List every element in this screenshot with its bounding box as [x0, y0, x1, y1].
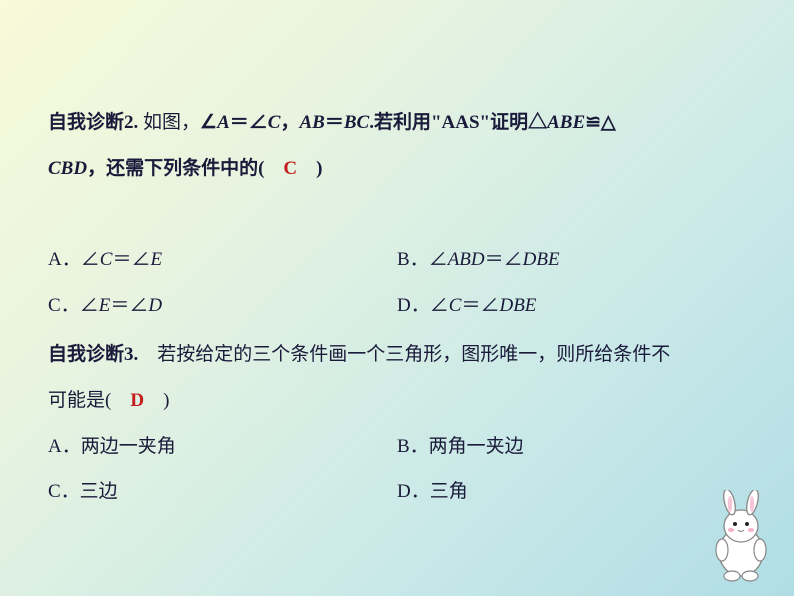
- ang: ∠: [131, 249, 150, 270]
- var-ABE: ABE: [547, 112, 585, 133]
- q2-answer: C: [283, 158, 297, 179]
- var-C: C: [268, 112, 281, 133]
- lbl: B．: [397, 249, 429, 270]
- q3-options: A．两边一夹角 B．两角一夹边 C．三边 D．三角: [48, 424, 746, 515]
- q3-text1: 若按给定的三个条件画一个三角形，图形唯一，则所给条件不: [138, 344, 670, 365]
- q2-options: A．∠C＝∠E B．∠ABD＝∠DBE C．∠E＝∠D D．∠C＝∠DBE: [48, 237, 746, 328]
- eq: ＝: [230, 112, 249, 133]
- ang: ∠: [480, 295, 499, 316]
- ang: ∠: [249, 112, 268, 133]
- q3-line1: 自我诊断3. 若按给定的三个条件画一个三角形，图形唯一，则所给条件不: [48, 332, 746, 378]
- ang: ∠: [429, 249, 448, 270]
- ang: ∠: [80, 295, 99, 316]
- cong: ≌: [585, 112, 601, 133]
- q3-line2: 可能是( D ): [48, 378, 746, 424]
- v: DBE: [523, 249, 560, 270]
- eq: ＝: [325, 112, 344, 133]
- q2-label: 自我诊断2.: [48, 112, 138, 133]
- lbl: D．: [397, 295, 430, 316]
- comma: ，: [280, 112, 299, 133]
- mid2: ，还需下列条件中的(: [87, 158, 283, 179]
- opt-A: A．∠C＝∠E: [48, 237, 397, 283]
- v: C: [449, 295, 462, 316]
- ang: ∠: [200, 112, 217, 133]
- q2-pre: 如图，: [138, 112, 200, 133]
- q2-line1: 自我诊断2. 如图，∠A＝∠C，AB＝BC.若利用"AAS"证明△ABE≌△: [48, 100, 746, 146]
- eq: ＝: [110, 295, 129, 316]
- q3-answer: D: [130, 390, 144, 411]
- v: D: [148, 295, 162, 316]
- opt-C: C．三边: [48, 469, 397, 515]
- opt-D: D．三角: [397, 469, 746, 515]
- v: E: [150, 249, 162, 270]
- q3-label: 自我诊断3.: [48, 344, 138, 365]
- eq: ＝: [485, 249, 504, 270]
- ang: ∠: [430, 295, 449, 316]
- lbl: C．: [48, 295, 80, 316]
- mid: .若利用"AAS"证明△: [369, 112, 547, 133]
- close: ): [144, 390, 169, 411]
- var-A: A: [217, 112, 230, 133]
- lbl: A．: [48, 249, 81, 270]
- v: E: [99, 295, 111, 316]
- opt-B: B．∠ABD＝∠DBE: [397, 237, 746, 283]
- q2-line2: CBD，还需下列条件中的( C ): [48, 146, 746, 192]
- opt-C: C．∠E＝∠D: [48, 283, 397, 329]
- tri: △: [601, 112, 616, 133]
- bunny-icon: [702, 490, 780, 582]
- eq: ＝: [112, 249, 131, 270]
- ang: ∠: [129, 295, 148, 316]
- opt-A: A．两边一夹角: [48, 424, 397, 470]
- var-CBD: CBD: [48, 158, 87, 179]
- v: DBE: [499, 295, 536, 316]
- var-BC: BC: [344, 112, 369, 133]
- ang: ∠: [81, 249, 100, 270]
- close: ): [297, 158, 322, 179]
- var-AB: AB: [300, 112, 325, 133]
- v: C: [100, 249, 113, 270]
- v: ABD: [448, 249, 485, 270]
- q3-text2: 可能是(: [48, 390, 130, 411]
- opt-D: D．∠C＝∠DBE: [397, 283, 746, 329]
- eq: ＝: [461, 295, 480, 316]
- opt-B: B．两角一夹边: [397, 424, 746, 470]
- ang: ∠: [504, 249, 523, 270]
